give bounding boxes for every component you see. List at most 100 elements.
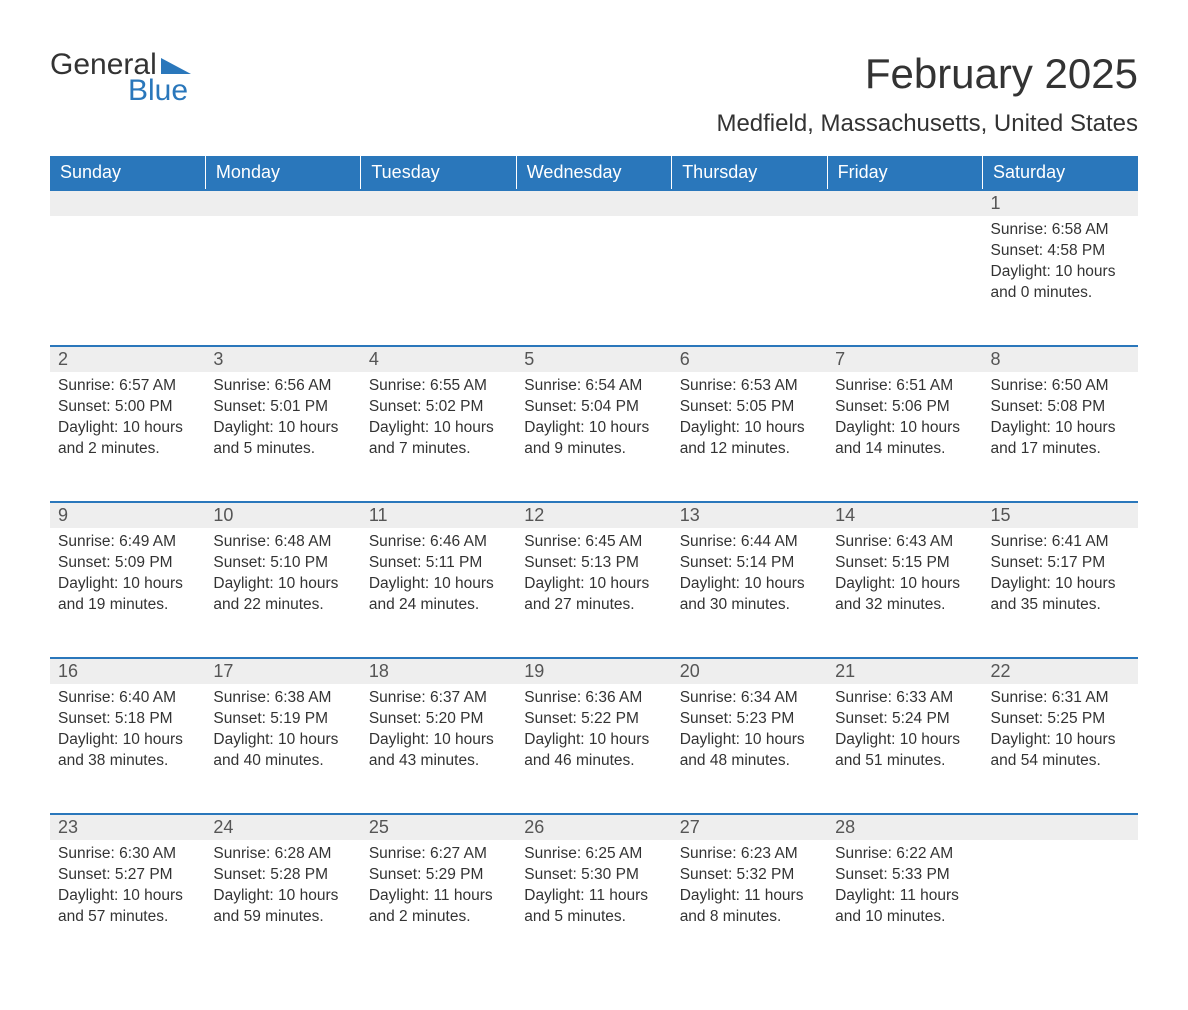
day-content-cell: Sunrise: 6:40 AMSunset: 5:18 PMDaylight:… xyxy=(50,684,205,814)
week-number-row: 16171819202122 xyxy=(50,658,1138,684)
day-content-cell: Sunrise: 6:33 AMSunset: 5:24 PMDaylight:… xyxy=(827,684,982,814)
calendar-table: Sunday Monday Tuesday Wednesday Thursday… xyxy=(50,156,1138,970)
day-content-cell: Sunrise: 6:38 AMSunset: 5:19 PMDaylight:… xyxy=(205,684,360,814)
day-content-cell: Sunrise: 6:36 AMSunset: 5:22 PMDaylight:… xyxy=(516,684,671,814)
sunset-text: Sunset: 4:58 PM xyxy=(991,241,1130,262)
daylight-text: Daylight: 10 hours and 40 minutes. xyxy=(213,730,352,772)
sunrise-text: Sunrise: 6:22 AM xyxy=(835,844,974,865)
sunrise-text: Sunrise: 6:57 AM xyxy=(58,376,197,397)
title-block: February 2025 Medfield, Massachusetts, U… xyxy=(716,50,1138,148)
sunrise-text: Sunrise: 6:40 AM xyxy=(58,688,197,709)
sunrise-text: Sunrise: 6:25 AM xyxy=(524,844,663,865)
day-number-cell: 24 xyxy=(205,814,360,840)
week-content-row: Sunrise: 6:30 AMSunset: 5:27 PMDaylight:… xyxy=(50,840,1138,970)
day-header: Thursday xyxy=(672,156,827,190)
day-number-cell: 1 xyxy=(983,190,1138,216)
location-subtitle: Medfield, Massachusetts, United States xyxy=(716,110,1138,138)
daylight-text: Daylight: 10 hours and 43 minutes. xyxy=(369,730,508,772)
day-number-cell: 18 xyxy=(361,658,516,684)
daylight-text: Daylight: 10 hours and 7 minutes. xyxy=(369,418,508,460)
day-header: Sunday xyxy=(50,156,205,190)
day-content-cell: Sunrise: 6:48 AMSunset: 5:10 PMDaylight:… xyxy=(205,528,360,658)
sunset-text: Sunset: 5:29 PM xyxy=(369,865,508,886)
day-content-cell: Sunrise: 6:50 AMSunset: 5:08 PMDaylight:… xyxy=(983,372,1138,502)
sunrise-text: Sunrise: 6:56 AM xyxy=(213,376,352,397)
sunrise-text: Sunrise: 6:34 AM xyxy=(680,688,819,709)
sunset-text: Sunset: 5:19 PM xyxy=(213,709,352,730)
day-content-cell xyxy=(516,216,671,346)
sunset-text: Sunset: 5:24 PM xyxy=(835,709,974,730)
day-number-cell xyxy=(205,190,360,216)
day-number-cell: 28 xyxy=(827,814,982,840)
day-number-cell xyxy=(983,814,1138,840)
page-header: General Blue February 2025 Medfield, Mas… xyxy=(50,50,1138,148)
day-content-cell: Sunrise: 6:28 AMSunset: 5:28 PMDaylight:… xyxy=(205,840,360,970)
day-number-cell: 3 xyxy=(205,346,360,372)
week-number-row: 232425262728 xyxy=(50,814,1138,840)
daylight-text: Daylight: 10 hours and 54 minutes. xyxy=(991,730,1130,772)
daylight-text: Daylight: 10 hours and 9 minutes. xyxy=(524,418,663,460)
sunset-text: Sunset: 5:17 PM xyxy=(991,553,1130,574)
day-number-cell: 5 xyxy=(516,346,671,372)
logo: General Blue xyxy=(50,50,191,106)
sunset-text: Sunset: 5:30 PM xyxy=(524,865,663,886)
day-content-cell: Sunrise: 6:41 AMSunset: 5:17 PMDaylight:… xyxy=(983,528,1138,658)
daylight-text: Daylight: 10 hours and 12 minutes. xyxy=(680,418,819,460)
day-content-cell xyxy=(205,216,360,346)
day-number-cell: 13 xyxy=(672,502,827,528)
daylight-text: Daylight: 10 hours and 30 minutes. xyxy=(680,574,819,616)
day-header: Monday xyxy=(205,156,360,190)
sunset-text: Sunset: 5:27 PM xyxy=(58,865,197,886)
day-header: Saturday xyxy=(983,156,1138,190)
day-number-cell: 11 xyxy=(361,502,516,528)
sunrise-text: Sunrise: 6:50 AM xyxy=(991,376,1130,397)
day-number-cell: 27 xyxy=(672,814,827,840)
sunrise-text: Sunrise: 6:31 AM xyxy=(991,688,1130,709)
daylight-text: Daylight: 11 hours and 10 minutes. xyxy=(835,886,974,928)
daylight-text: Daylight: 10 hours and 59 minutes. xyxy=(213,886,352,928)
daylight-text: Daylight: 10 hours and 14 minutes. xyxy=(835,418,974,460)
sunrise-text: Sunrise: 6:51 AM xyxy=(835,376,974,397)
sunrise-text: Sunrise: 6:54 AM xyxy=(524,376,663,397)
sunset-text: Sunset: 5:02 PM xyxy=(369,397,508,418)
day-content-cell: Sunrise: 6:31 AMSunset: 5:25 PMDaylight:… xyxy=(983,684,1138,814)
sunset-text: Sunset: 5:15 PM xyxy=(835,553,974,574)
day-content-cell: Sunrise: 6:34 AMSunset: 5:23 PMDaylight:… xyxy=(672,684,827,814)
day-content-cell: Sunrise: 6:44 AMSunset: 5:14 PMDaylight:… xyxy=(672,528,827,658)
week-number-row: 2345678 xyxy=(50,346,1138,372)
sunrise-text: Sunrise: 6:28 AM xyxy=(213,844,352,865)
day-number-cell xyxy=(516,190,671,216)
sunset-text: Sunset: 5:09 PM xyxy=(58,553,197,574)
day-content-cell: Sunrise: 6:22 AMSunset: 5:33 PMDaylight:… xyxy=(827,840,982,970)
day-content-cell xyxy=(827,216,982,346)
sunrise-text: Sunrise: 6:33 AM xyxy=(835,688,974,709)
day-content-cell xyxy=(672,216,827,346)
sunrise-text: Sunrise: 6:55 AM xyxy=(369,376,508,397)
day-content-cell: Sunrise: 6:45 AMSunset: 5:13 PMDaylight:… xyxy=(516,528,671,658)
sunset-text: Sunset: 5:28 PM xyxy=(213,865,352,886)
week-content-row: Sunrise: 6:49 AMSunset: 5:09 PMDaylight:… xyxy=(50,528,1138,658)
sunrise-text: Sunrise: 6:46 AM xyxy=(369,532,508,553)
day-content-cell xyxy=(361,216,516,346)
sunrise-text: Sunrise: 6:45 AM xyxy=(524,532,663,553)
sunrise-text: Sunrise: 6:37 AM xyxy=(369,688,508,709)
week-content-row: Sunrise: 6:58 AMSunset: 4:58 PMDaylight:… xyxy=(50,216,1138,346)
week-number-row: 1 xyxy=(50,190,1138,216)
daylight-text: Daylight: 10 hours and 22 minutes. xyxy=(213,574,352,616)
sunrise-text: Sunrise: 6:41 AM xyxy=(991,532,1130,553)
day-content-cell: Sunrise: 6:43 AMSunset: 5:15 PMDaylight:… xyxy=(827,528,982,658)
day-content-cell: Sunrise: 6:27 AMSunset: 5:29 PMDaylight:… xyxy=(361,840,516,970)
daylight-text: Daylight: 10 hours and 38 minutes. xyxy=(58,730,197,772)
month-title: February 2025 xyxy=(716,50,1138,98)
day-content-cell xyxy=(983,840,1138,970)
day-header: Friday xyxy=(827,156,982,190)
day-content-cell: Sunrise: 6:25 AMSunset: 5:30 PMDaylight:… xyxy=(516,840,671,970)
week-number-row: 9101112131415 xyxy=(50,502,1138,528)
day-header: Wednesday xyxy=(516,156,671,190)
day-number-cell: 21 xyxy=(827,658,982,684)
day-number-cell: 8 xyxy=(983,346,1138,372)
sunrise-text: Sunrise: 6:43 AM xyxy=(835,532,974,553)
day-content-cell: Sunrise: 6:57 AMSunset: 5:00 PMDaylight:… xyxy=(50,372,205,502)
day-content-cell: Sunrise: 6:55 AMSunset: 5:02 PMDaylight:… xyxy=(361,372,516,502)
sunset-text: Sunset: 5:18 PM xyxy=(58,709,197,730)
